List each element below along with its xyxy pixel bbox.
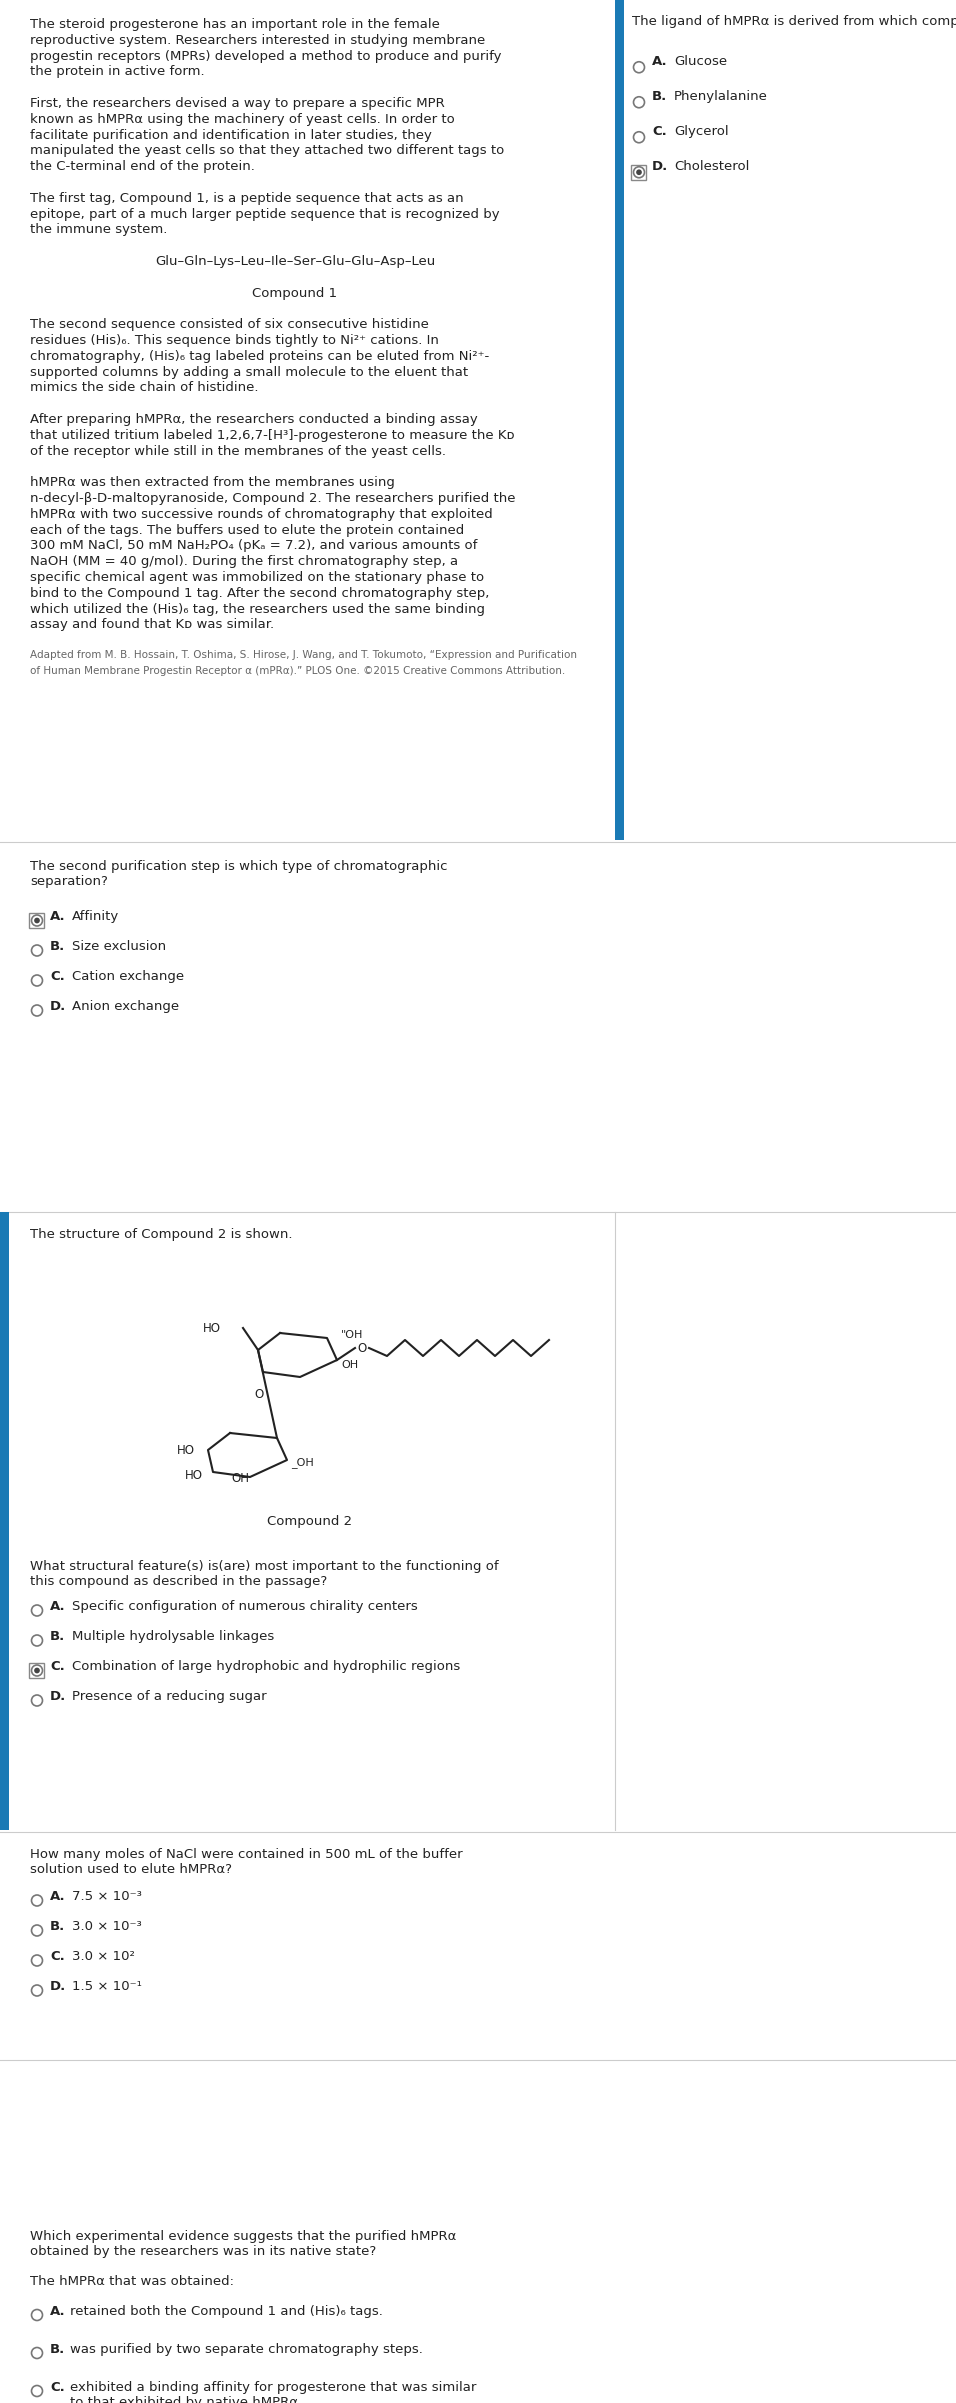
Text: C.: C. <box>50 2381 65 2393</box>
Text: What structural feature(s) is(are) most important to the functioning of
this com: What structural feature(s) is(are) most … <box>30 1560 499 1588</box>
Text: B.: B. <box>652 89 667 103</box>
Text: A.: A. <box>652 55 667 67</box>
Text: hMPRα was then extracted from the membranes using: hMPRα was then extracted from the membra… <box>30 476 395 490</box>
Text: Specific configuration of numerous chirality centers: Specific configuration of numerous chira… <box>72 1600 418 1612</box>
Text: Which experimental evidence suggests that the purified hMPRα
obtained by the res: Which experimental evidence suggests tha… <box>30 2230 456 2288</box>
Text: First, the researchers devised a way to prepare a specific MPR: First, the researchers devised a way to … <box>30 96 445 111</box>
Text: _OH: _OH <box>291 1459 314 1468</box>
Text: NaOH (MM = 40 g/mol). During the first chromatography step, a: NaOH (MM = 40 g/mol). During the first c… <box>30 555 458 567</box>
Text: OH: OH <box>341 1360 358 1370</box>
Text: C.: C. <box>50 1660 65 1672</box>
Text: Anion exchange: Anion exchange <box>72 1000 179 1014</box>
Text: Glu–Gln–Lys–Leu–Ile–Ser–Glu–Glu–Asp–Leu: Glu–Gln–Lys–Leu–Ile–Ser–Glu–Glu–Asp–Leu <box>155 255 435 269</box>
Text: Compound 1: Compound 1 <box>252 286 337 300</box>
Text: was purified by two separate chromatography steps.: was purified by two separate chromatogra… <box>70 2343 423 2355</box>
Text: D.: D. <box>652 161 668 173</box>
Text: B.: B. <box>50 1920 65 1932</box>
Text: known as hMPRα using the machinery of yeast cells. In order to: known as hMPRα using the machinery of ye… <box>30 113 455 125</box>
Text: reproductive system. Researchers interested in studying membrane: reproductive system. Researchers interes… <box>30 34 486 46</box>
Text: The second sequence consisted of six consecutive histidine: The second sequence consisted of six con… <box>30 317 429 332</box>
Circle shape <box>34 918 40 923</box>
Text: How many moles of NaCl were contained in 500 mL of the buffer
solution used to e: How many moles of NaCl were contained in… <box>30 1848 463 1877</box>
Text: Glycerol: Glycerol <box>674 125 728 137</box>
Text: B.: B. <box>50 2343 65 2355</box>
Text: 300 mM NaCl, 50 mM NaH₂PO₄ (pKₐ = 7.2), and various amounts of: 300 mM NaCl, 50 mM NaH₂PO₄ (pKₐ = 7.2), … <box>30 538 477 553</box>
Text: "OH: "OH <box>341 1329 363 1341</box>
Text: Glucose: Glucose <box>674 55 728 67</box>
Text: A.: A. <box>50 2304 66 2319</box>
Text: Cholesterol: Cholesterol <box>674 161 750 173</box>
Text: bind to the Compound 1 tag. After the second chromatography step,: bind to the Compound 1 tag. After the se… <box>30 586 489 601</box>
Text: D.: D. <box>50 1689 66 1704</box>
Text: specific chemical agent was immobilized on the stationary phase to: specific chemical agent was immobilized … <box>30 572 484 584</box>
Text: mimics the side chain of histidine.: mimics the side chain of histidine. <box>30 382 258 394</box>
Text: C.: C. <box>50 971 65 983</box>
Bar <box>0 1211 9 1831</box>
Text: O: O <box>255 1387 264 1401</box>
Text: manipulated the yeast cells so that they attached two different tags to: manipulated the yeast cells so that they… <box>30 144 504 159</box>
Text: Size exclusion: Size exclusion <box>72 940 166 954</box>
Circle shape <box>34 1668 40 1672</box>
Text: After preparing hMPRα, the researchers conducted a binding assay: After preparing hMPRα, the researchers c… <box>30 413 478 425</box>
Text: n-decyl-β-D-maltopyranoside, Compound 2. The researchers purified the: n-decyl-β-D-maltopyranoside, Compound 2.… <box>30 493 515 505</box>
Text: The steroid progesterone has an important role in the female: The steroid progesterone has an importan… <box>30 17 440 31</box>
Text: Multiple hydrolysable linkages: Multiple hydrolysable linkages <box>72 1629 274 1644</box>
Text: 1.5 × 10⁻¹: 1.5 × 10⁻¹ <box>72 1980 141 1992</box>
Text: that utilized tritium labeled 1,2,6,7-[H³]-progesterone to measure the Kᴅ: that utilized tritium labeled 1,2,6,7-[H… <box>30 428 514 442</box>
Text: C.: C. <box>50 1949 65 1963</box>
Text: The second purification step is which type of chromatographic
separation?: The second purification step is which ty… <box>30 860 447 889</box>
Text: The structure of Compound 2 is shown.: The structure of Compound 2 is shown. <box>30 1228 293 1240</box>
Text: The ligand of hMPRα is derived from which compound?: The ligand of hMPRα is derived from whic… <box>632 14 956 29</box>
Text: epitope, part of a much larger peptide sequence that is recognized by: epitope, part of a much larger peptide s… <box>30 207 500 221</box>
Text: the protein in active form.: the protein in active form. <box>30 65 205 79</box>
Text: A.: A. <box>50 1891 66 1903</box>
Text: supported columns by adding a small molecule to the eluent that: supported columns by adding a small mole… <box>30 365 468 380</box>
Text: facilitate purification and identification in later studies, they: facilitate purification and identificati… <box>30 130 432 142</box>
Text: Phenylalanine: Phenylalanine <box>674 89 768 103</box>
Text: retained both the Compound 1 and (His)₆ tags.: retained both the Compound 1 and (His)₆ … <box>70 2304 382 2319</box>
Text: C.: C. <box>652 125 666 137</box>
Text: Cation exchange: Cation exchange <box>72 971 185 983</box>
Text: O: O <box>357 1341 366 1355</box>
Text: OH: OH <box>231 1473 249 1485</box>
Text: Affinity: Affinity <box>72 911 120 923</box>
Text: assay and found that Kᴅ was similar.: assay and found that Kᴅ was similar. <box>30 618 274 632</box>
Circle shape <box>636 168 641 175</box>
Text: A.: A. <box>50 1600 66 1612</box>
Text: A.: A. <box>50 911 66 923</box>
Text: D.: D. <box>50 1000 66 1014</box>
Text: HO: HO <box>203 1322 221 1334</box>
Text: of the receptor while still in the membranes of the yeast cells.: of the receptor while still in the membr… <box>30 445 446 457</box>
Text: The first tag, Compound 1, is a peptide sequence that acts as an: The first tag, Compound 1, is a peptide … <box>30 192 464 204</box>
Text: the C-terminal end of the protein.: the C-terminal end of the protein. <box>30 161 255 173</box>
Text: residues (His)₆. This sequence binds tightly to Ni²⁺ cations. In: residues (His)₆. This sequence binds tig… <box>30 334 439 346</box>
Text: 3.0 × 10²: 3.0 × 10² <box>72 1949 135 1963</box>
Text: exhibited a binding affinity for progesterone that was similar
to that exhibited: exhibited a binding affinity for progest… <box>70 2381 476 2403</box>
Text: 3.0 × 10⁻³: 3.0 × 10⁻³ <box>72 1920 141 1932</box>
Bar <box>615 0 624 841</box>
Text: Presence of a reducing sugar: Presence of a reducing sugar <box>72 1689 267 1704</box>
Text: B.: B. <box>50 940 65 954</box>
Text: HO: HO <box>177 1444 195 1456</box>
Text: Combination of large hydrophobic and hydrophilic regions: Combination of large hydrophobic and hyd… <box>72 1660 460 1672</box>
Text: hMPRα with two successive rounds of chromatography that exploited: hMPRα with two successive rounds of chro… <box>30 507 492 521</box>
Text: of Human Membrane Progestin Receptor α (mPRα).” PLOS One. ©2015 Creative Commons: of Human Membrane Progestin Receptor α (… <box>30 666 565 675</box>
Text: Compound 2: Compound 2 <box>268 1514 353 1528</box>
Text: progestin receptors (MPRs) developed a method to produce and purify: progestin receptors (MPRs) developed a m… <box>30 50 502 62</box>
Text: chromatography, (His)₆ tag labeled proteins can be eluted from Ni²⁺-: chromatography, (His)₆ tag labeled prote… <box>30 351 489 363</box>
Text: 7.5 × 10⁻³: 7.5 × 10⁻³ <box>72 1891 141 1903</box>
Text: D.: D. <box>50 1980 66 1992</box>
Text: which utilized the (His)₆ tag, the researchers used the same binding: which utilized the (His)₆ tag, the resea… <box>30 603 485 615</box>
Text: B.: B. <box>50 1629 65 1644</box>
Text: each of the tags. The buffers used to elute the protein contained: each of the tags. The buffers used to el… <box>30 524 465 536</box>
Text: HO: HO <box>185 1468 203 1483</box>
Text: Adapted from M. B. Hossain, T. Oshima, S. Hirose, J. Wang, and T. Tokumoto, “Exp: Adapted from M. B. Hossain, T. Oshima, S… <box>30 649 577 661</box>
Text: the immune system.: the immune system. <box>30 223 167 235</box>
